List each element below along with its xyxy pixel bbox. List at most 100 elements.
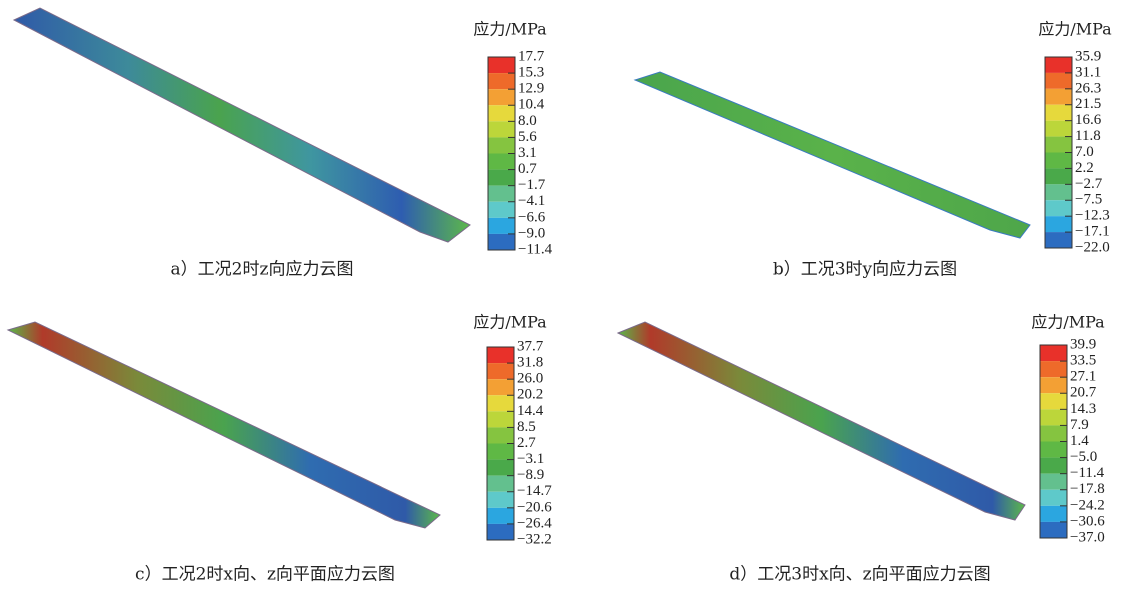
legend-label: 14.3 <box>1070 401 1096 417</box>
legend-label: −22.0 <box>1075 239 1110 255</box>
legend-label: −26.4 <box>517 515 552 531</box>
legend-label: 14.4 <box>517 403 544 419</box>
legend-band <box>487 379 514 395</box>
legend-band <box>1045 89 1072 105</box>
legend-label: 26.0 <box>517 371 543 387</box>
legend-band <box>487 460 514 476</box>
legend-label: −30.6 <box>1070 513 1105 529</box>
legend-label: 31.8 <box>517 355 543 371</box>
legend-band <box>488 121 515 137</box>
legend-label: −3.1 <box>517 451 544 467</box>
legend-band <box>1040 522 1067 538</box>
legend-label: −1.7 <box>518 177 546 193</box>
legend-band <box>487 347 514 363</box>
legend-band <box>1045 121 1072 137</box>
legend-label: −37.0 <box>1070 529 1105 545</box>
caption: a）工况2时z向应力云图 <box>171 260 354 280</box>
legend-label: 39.9 <box>1070 336 1096 352</box>
legend-band <box>487 411 514 427</box>
legend-band <box>1040 425 1067 441</box>
legend-band <box>487 444 514 460</box>
legend-band <box>488 186 515 202</box>
legend-label: −12.3 <box>1075 208 1110 224</box>
legend-band <box>1045 216 1072 232</box>
legend-band <box>1040 393 1067 409</box>
legend-band <box>1040 490 1067 506</box>
legend-band <box>487 363 514 379</box>
legend-label: 26.3 <box>1075 80 1101 96</box>
legend-band <box>1040 474 1067 490</box>
legend-label: 20.7 <box>1070 385 1097 401</box>
legend-label: 16.6 <box>1075 112 1102 128</box>
legend-band <box>488 234 515 250</box>
legend-band <box>1045 57 1072 73</box>
legend-label: 31.1 <box>1075 64 1101 80</box>
legend-band <box>488 57 515 73</box>
legend-label: 10.4 <box>518 97 545 113</box>
legend-label: 17.7 <box>518 48 545 64</box>
legend-band <box>488 137 515 153</box>
legend-band <box>1040 361 1067 377</box>
legend-label: 1.4 <box>1070 433 1089 449</box>
legend-label: −2.7 <box>1075 176 1103 192</box>
legend-label: 5.6 <box>518 129 537 145</box>
legend-label: 3.1 <box>518 145 537 161</box>
legend-label: 27.1 <box>1070 369 1096 385</box>
legend-band <box>1045 200 1072 216</box>
legend-band <box>1045 153 1072 169</box>
legend-label: −7.5 <box>1075 192 1102 208</box>
caption: d）工况3时x向、z向平面应力云图 <box>729 565 990 585</box>
legend-label: 37.7 <box>517 338 544 354</box>
legend-band <box>1040 345 1067 361</box>
legend-label: 8.5 <box>517 419 536 435</box>
legend-title: 应力/MPa <box>473 313 547 332</box>
legend-title: 应力/MPa <box>473 20 547 39</box>
legend-band <box>1040 458 1067 474</box>
legend-band <box>1045 137 1072 153</box>
legend-band <box>1040 506 1067 522</box>
legend-label: 2.2 <box>1075 160 1094 176</box>
legend-band <box>1045 105 1072 121</box>
legend-label: 21.5 <box>1075 96 1101 112</box>
legend-label: 8.0 <box>518 113 537 129</box>
legend-band <box>487 492 514 508</box>
legend-label: −17.1 <box>1075 224 1110 240</box>
legend-label: 7.9 <box>1070 417 1089 433</box>
legend-band <box>488 170 515 186</box>
legend-band <box>488 202 515 218</box>
legend-band <box>487 524 514 540</box>
legend-label: −24.2 <box>1070 497 1105 513</box>
legend-label: 0.7 <box>518 161 537 177</box>
legend-label: −11.4 <box>1070 465 1105 481</box>
legend-label: −32.2 <box>517 531 552 547</box>
legend-band <box>1045 73 1072 89</box>
legend-band <box>1040 442 1067 458</box>
legend-label: 15.3 <box>518 65 544 81</box>
legend-label: −9.0 <box>518 225 545 241</box>
legend-band <box>1045 168 1072 184</box>
legend-label: 20.2 <box>517 387 543 403</box>
legend-label: −11.4 <box>518 241 553 257</box>
legend-band <box>1040 409 1067 425</box>
legend-label: −14.7 <box>517 483 552 499</box>
beam-b <box>635 72 1030 238</box>
legend-title: 应力/MPa <box>1038 20 1112 39</box>
legend-band <box>487 476 514 492</box>
legend-band <box>1045 232 1072 248</box>
legend-label: −4.1 <box>518 193 545 209</box>
legend-band <box>487 395 514 411</box>
figure: 应力/MPa17.715.312.910.48.05.63.10.7−1.7−4… <box>0 0 1131 590</box>
legend-label: 11.8 <box>1075 128 1101 144</box>
legend-label: 2.7 <box>517 435 536 451</box>
legend-band <box>488 154 515 170</box>
legend-label: −8.9 <box>517 467 544 483</box>
legend-band <box>488 218 515 234</box>
legend-band <box>1045 184 1072 200</box>
legend-label: 7.0 <box>1075 144 1094 160</box>
legend-band <box>488 105 515 121</box>
legend-label: −6.6 <box>518 209 546 225</box>
caption: c）工况2时x向、z向平面应力云图 <box>135 565 395 585</box>
legend-label: 35.9 <box>1075 48 1101 64</box>
beam-c <box>8 322 440 528</box>
legend-label: −5.0 <box>1070 449 1097 465</box>
